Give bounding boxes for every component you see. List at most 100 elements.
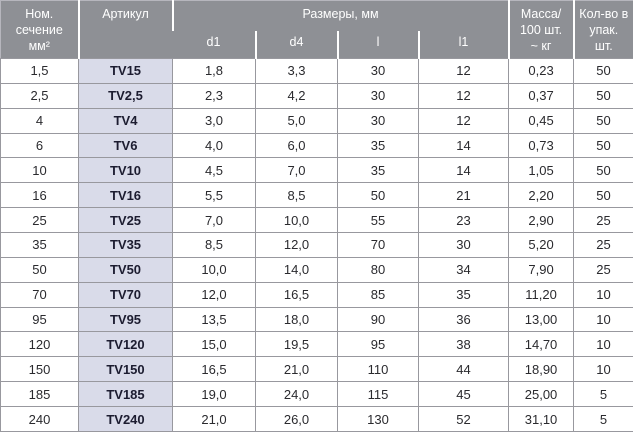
cell-article: TV50	[78, 256, 173, 283]
cell-d1: 12,0	[172, 281, 256, 308]
cell-l1: 12	[417, 107, 510, 134]
cell-nominal-section: 6	[0, 132, 79, 159]
cell-l: 130	[337, 406, 419, 432]
cell-d4: 21,0	[255, 356, 338, 383]
cell-mass: 5,20	[508, 232, 575, 258]
header-line: сечение	[15, 23, 63, 37]
cell-l: 50	[337, 182, 419, 209]
cell-article: TV25	[78, 207, 173, 234]
cell-d4: 24,0	[255, 381, 338, 408]
header-line: Размеры, мм	[302, 7, 379, 21]
cell-l: 95	[337, 331, 419, 358]
cell-l1: 52	[417, 406, 510, 432]
cell-nominal-section: 35	[0, 232, 79, 258]
cell-l: 35	[337, 132, 419, 159]
cell-mass: 25,00	[508, 381, 575, 408]
cell-quantity: 50	[573, 132, 633, 159]
cell-quantity: 10	[573, 356, 633, 383]
cell-article: TV120	[78, 331, 173, 358]
table-row: 2,5 TV2,5 2,3 4,2 30 12 0,37 50	[0, 82, 633, 109]
cell-l1: 44	[417, 356, 510, 383]
cell-article: TV10	[78, 157, 173, 184]
table-row: 95 TV95 13,5 18,0 90 36 13,00 10	[0, 306, 633, 333]
cell-d1: 5,5	[172, 182, 256, 209]
cell-mass: 0,45	[508, 107, 575, 134]
cell-nominal-section: 70	[0, 281, 79, 308]
cell-d1: 4,5	[172, 157, 256, 184]
cell-nominal-section: 120	[0, 331, 79, 358]
table-row: 70 TV70 12,0 16,5 85 35 11,20 10	[0, 281, 633, 308]
cell-l: 30	[337, 82, 419, 109]
cell-article: TV15	[78, 58, 173, 84]
cell-quantity: 10	[573, 306, 633, 333]
cell-l1: 36	[417, 306, 510, 333]
cell-article: TV4	[78, 107, 173, 134]
cell-l1: 34	[417, 256, 510, 283]
column-header-l1: l1	[417, 30, 509, 59]
cell-nominal-section: 2,5	[0, 82, 79, 109]
cell-mass: 13,00	[508, 306, 575, 333]
cell-d4: 12,0	[255, 232, 338, 258]
cell-nominal-section: 1,5	[0, 58, 79, 84]
header-line: 100 шт.	[519, 23, 563, 37]
cell-d4: 16,5	[255, 281, 338, 308]
cell-l: 80	[337, 256, 419, 283]
cell-d1: 7,0	[172, 207, 256, 234]
table-row: 1,5 TV15 1,8 3,3 30 12 0,23 50	[0, 58, 633, 84]
cell-article: TV70	[78, 281, 173, 308]
cell-nominal-section: 50	[0, 256, 79, 283]
cell-article: TV185	[78, 381, 173, 408]
header-line: шт.	[594, 39, 613, 53]
cell-mass: 0,73	[508, 132, 575, 159]
cell-mass: 18,90	[508, 356, 575, 383]
cell-d4: 26,0	[255, 406, 338, 432]
column-header-d4: d4	[254, 30, 338, 59]
cell-l: 30	[337, 58, 419, 84]
cell-mass: 31,10	[508, 406, 575, 432]
header-line: Масса/	[520, 7, 562, 21]
cell-quantity: 25	[573, 232, 633, 258]
cell-d4: 14,0	[255, 256, 338, 283]
cell-d1: 19,0	[172, 381, 256, 408]
cell-d4: 3,3	[255, 58, 338, 84]
cell-nominal-section: 16	[0, 182, 79, 209]
cell-l1: 21	[417, 182, 510, 209]
cell-d1: 8,5	[172, 232, 256, 258]
cell-article: TV150	[78, 356, 173, 383]
cell-l1: 12	[417, 58, 510, 84]
cell-d1: 13,5	[172, 306, 256, 333]
cell-d4: 4,2	[255, 82, 338, 109]
cell-nominal-section: 25	[0, 207, 79, 234]
cell-mass: 11,20	[508, 281, 575, 308]
cell-article: TV95	[78, 306, 173, 333]
cell-l: 30	[337, 107, 419, 134]
cell-l: 70	[337, 232, 419, 258]
cell-l: 85	[337, 281, 419, 308]
cell-quantity: 5	[573, 381, 633, 408]
column-header-nominal-section: Ном. сечение мм²	[0, 0, 79, 59]
cell-d1: 16,5	[172, 356, 256, 383]
cell-l1: 14	[417, 132, 510, 159]
cell-d1: 21,0	[172, 406, 256, 432]
cell-mass: 2,90	[508, 207, 575, 234]
cell-d1: 4,0	[172, 132, 256, 159]
table-row: 25 TV25 7,0 10,0 55 23 2,90 25	[0, 207, 633, 234]
cell-d4: 7,0	[255, 157, 338, 184]
table-row: 150 TV150 16,5 21,0 110 44 18,90 10	[0, 356, 633, 383]
cell-quantity: 10	[573, 281, 633, 308]
cell-d4: 19,5	[255, 331, 338, 358]
cell-nominal-section: 185	[0, 381, 79, 408]
cell-quantity: 50	[573, 107, 633, 134]
cell-article: TV16	[78, 182, 173, 209]
cell-l1: 30	[417, 232, 510, 258]
cell-nominal-section: 150	[0, 356, 79, 383]
cell-d4: 10,0	[255, 207, 338, 234]
cell-l: 115	[337, 381, 419, 408]
cell-d4: 18,0	[255, 306, 338, 333]
cell-quantity: 5	[573, 406, 633, 432]
cell-article: TV2,5	[78, 82, 173, 109]
header-line: Кол-во в	[579, 7, 629, 21]
cell-d1: 1,8	[172, 58, 256, 84]
header-line: Ном.	[25, 7, 54, 21]
